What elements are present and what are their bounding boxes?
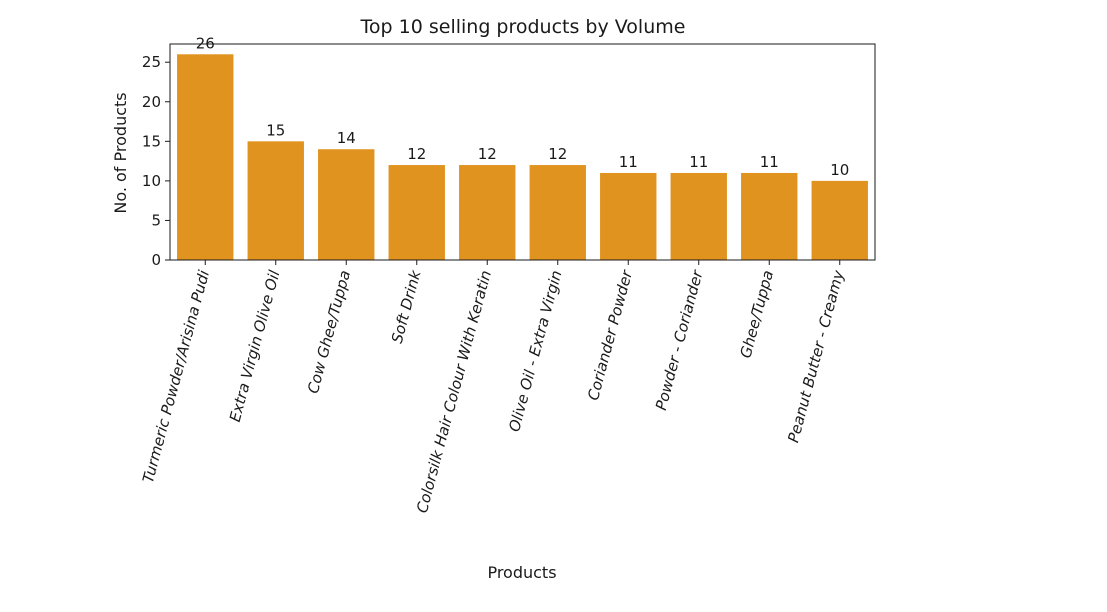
data-label: 11 bbox=[760, 153, 779, 171]
data-label: 12 bbox=[478, 145, 497, 163]
bar bbox=[741, 173, 797, 260]
bar bbox=[812, 181, 868, 260]
y-tick-label: 20 bbox=[142, 93, 161, 111]
chart-title: Top 10 selling products by Volume bbox=[360, 16, 686, 38]
bar bbox=[671, 173, 727, 260]
y-axis-label: No. of Products bbox=[111, 92, 130, 213]
data-label: 15 bbox=[266, 121, 285, 139]
x-tick-label: Colorsilk Hair Colour With Keratin bbox=[413, 268, 495, 515]
data-label: 12 bbox=[407, 145, 426, 163]
y-tick-label: 15 bbox=[142, 132, 161, 150]
x-tick-label: Peanut Butter - Creamy bbox=[784, 267, 848, 444]
y-tick-label: 0 bbox=[151, 251, 161, 269]
plot-area: 26 Turmeric Powder/Arisina Pudi 15 Extra Vi… bbox=[139, 34, 875, 515]
x-tick-label: Powder - Coriander bbox=[652, 268, 707, 413]
x-tick-label: Cow Ghee/Tuppa bbox=[304, 268, 354, 395]
y-tick-label: 5 bbox=[151, 211, 161, 229]
x-tick-label: Soft Drink bbox=[388, 267, 425, 345]
x-tick-label: Extra Virgin Olive Oil bbox=[226, 268, 284, 424]
x-tick-label: Olive Oil - Extra Virgin bbox=[505, 268, 565, 433]
data-label: 14 bbox=[337, 129, 356, 147]
y-tick-label: 25 bbox=[142, 53, 161, 71]
bar bbox=[530, 165, 586, 260]
x-axis-label: Products bbox=[487, 563, 556, 582]
bar bbox=[177, 54, 233, 260]
data-label: 10 bbox=[830, 161, 849, 179]
bar bbox=[389, 165, 445, 260]
bar bbox=[248, 141, 304, 260]
x-tick-label: Coriander Powder bbox=[584, 268, 636, 403]
bar bbox=[459, 165, 515, 260]
x-tick-label: Ghee/Tuppa bbox=[736, 268, 777, 360]
x-tick-label: Turmeric Powder/Arisina Pudi bbox=[139, 268, 213, 485]
bar bbox=[318, 149, 374, 260]
data-label: 11 bbox=[619, 153, 638, 171]
bar bbox=[600, 173, 656, 260]
data-label: 12 bbox=[548, 145, 567, 163]
data-label: 11 bbox=[689, 153, 708, 171]
data-label: 26 bbox=[196, 34, 215, 52]
y-tick-label: 10 bbox=[142, 172, 161, 190]
